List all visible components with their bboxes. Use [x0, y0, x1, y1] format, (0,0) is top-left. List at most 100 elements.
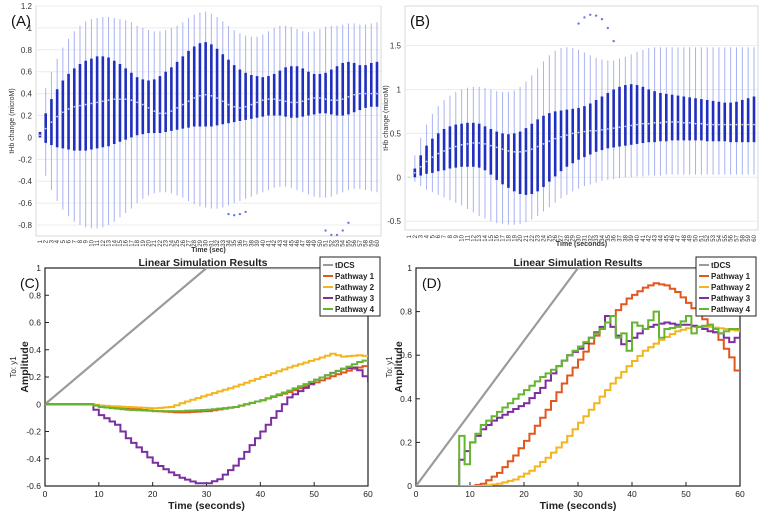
- x-tick-label: 1: [407, 234, 413, 238]
- mean-point: [677, 121, 679, 123]
- outlier-point: [238, 212, 242, 216]
- x-tick-label: 47: [676, 234, 682, 241]
- mean-point: [449, 147, 451, 150]
- outlier-point: [577, 22, 580, 25]
- mean-point: [358, 92, 361, 95]
- y-tick-label: 0: [407, 481, 412, 491]
- mean-point: [67, 108, 70, 110]
- x-tick-label: 42: [647, 234, 653, 241]
- y-tick-label: 1: [407, 263, 412, 273]
- outlier-point: [612, 39, 615, 43]
- outlier-point: [227, 212, 230, 216]
- x-axis-label: Time (seconds): [168, 500, 245, 512]
- mean-point: [39, 134, 41, 137]
- x-tick-label: 21: [524, 234, 530, 241]
- mean-point: [147, 106, 150, 109]
- x-tick-label: 28: [192, 239, 198, 246]
- x-tick-label: 11: [95, 239, 101, 246]
- y-tick-label: 0.6: [21, 68, 33, 77]
- x-tick-label: 27: [559, 234, 565, 241]
- mean-point: [73, 105, 76, 108]
- mean-point: [408, 176, 410, 179]
- mean-point: [519, 150, 522, 153]
- mean-point: [307, 98, 310, 100]
- x-tick-label: 20: [148, 489, 158, 499]
- x-tick-label: 39: [629, 234, 635, 241]
- legend-entry: Pathway 3: [335, 294, 375, 303]
- mean-point: [718, 123, 720, 126]
- y-axis-label: tHb change (microM): [9, 88, 16, 153]
- legend-entry: tDCS: [335, 261, 355, 270]
- mean-point: [199, 94, 201, 97]
- y-tick-label: 0.6: [400, 350, 412, 360]
- y-tick-label: 0.4: [29, 345, 41, 355]
- mean-point: [181, 103, 184, 106]
- x-tick-label: 37: [244, 239, 250, 246]
- y-tick-label: 0.4: [400, 394, 412, 404]
- mean-point: [484, 143, 486, 145]
- x-tick-label: 25: [547, 234, 553, 241]
- legend-entry: Pathway 1: [335, 272, 375, 281]
- x-tick-label: 43: [278, 239, 284, 246]
- outlier-point: [233, 213, 236, 217]
- y-tick-label: 0.6: [29, 318, 41, 328]
- x-tick-label: 55: [723, 234, 729, 241]
- x-tick-label: 45: [664, 234, 670, 241]
- mean-point: [688, 121, 691, 124]
- x-tick-label: 0: [43, 489, 48, 499]
- mean-point: [530, 148, 533, 151]
- x-tick-label: 25: [175, 239, 181, 246]
- mean-point: [495, 146, 498, 149]
- mean-point: [227, 103, 230, 106]
- x-tick-label: 22: [158, 239, 164, 246]
- y-tick-label: -0.6: [18, 199, 32, 208]
- x-tick-label: 0: [414, 489, 419, 499]
- mean-point: [170, 110, 173, 113]
- mean-point: [413, 172, 416, 174]
- x-tick-label: 20: [147, 239, 153, 246]
- x-tick-label: 15: [118, 239, 124, 246]
- outlier-point: [594, 14, 598, 17]
- mean-point: [216, 97, 218, 99]
- series-line-pathway-4: [45, 359, 368, 413]
- y-tick-label: 0.5: [390, 129, 402, 138]
- x-tick-label: 8: [448, 234, 454, 238]
- x-tick-label: 49: [688, 234, 694, 241]
- panel-label: (D): [422, 275, 441, 291]
- mean-point: [437, 152, 440, 155]
- x-tick-label: 60: [375, 239, 381, 246]
- x-tick-label: 59: [746, 234, 752, 241]
- y-tick-label: 1: [36, 263, 41, 273]
- mean-point: [606, 128, 609, 130]
- outlier-point: [606, 26, 610, 30]
- x-tick-label: 50: [681, 489, 691, 499]
- mean-point: [239, 106, 241, 109]
- x-tick-label: 6: [67, 239, 73, 243]
- x-tick-label: 28: [565, 234, 571, 241]
- x-tick-label: 60: [363, 489, 373, 499]
- mean-point: [250, 103, 253, 106]
- x-tick-label: 49: [312, 239, 318, 246]
- x-tick-label: 2: [413, 234, 419, 238]
- mean-point: [210, 94, 213, 97]
- x-tick-label: 4: [425, 234, 431, 238]
- mean-point: [273, 98, 276, 100]
- x-tick-label: 40: [635, 234, 641, 241]
- x-tick-label: 29: [571, 234, 577, 241]
- x-tick-label: 13: [107, 239, 113, 246]
- series-line-tdcs: [416, 268, 740, 486]
- y-axis-label: Amplitude: [19, 341, 31, 392]
- mean-point: [290, 101, 293, 104]
- plot-area: [35, 5, 382, 237]
- x-tick-label: 42: [272, 239, 278, 246]
- outlier-point: [341, 229, 344, 232]
- x-tick-label: 23: [536, 234, 542, 241]
- mean-point: [50, 121, 53, 123]
- y-tick-label: 0.4: [21, 90, 33, 99]
- y-tick-label: 0.2: [29, 372, 41, 382]
- mean-point: [571, 132, 574, 135]
- mean-point: [296, 101, 298, 104]
- x-tick-label: 23: [164, 239, 170, 246]
- outlier-point: [589, 13, 592, 16]
- mean-point: [554, 137, 557, 140]
